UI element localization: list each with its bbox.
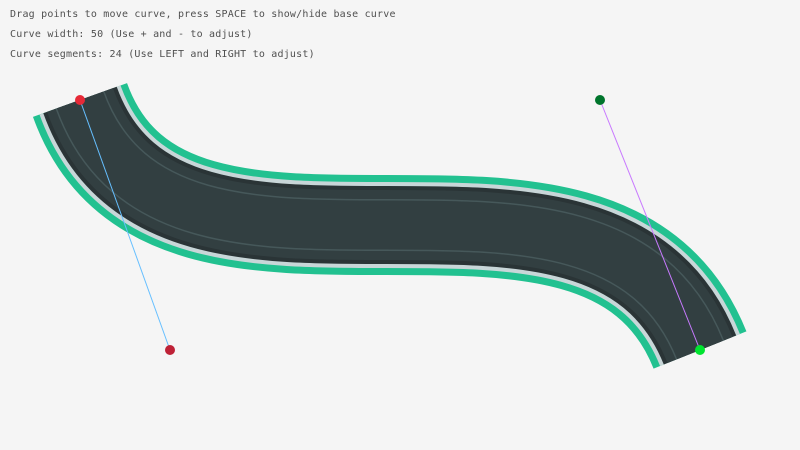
start-point-handle[interactable] bbox=[75, 95, 85, 105]
lane-center bbox=[56, 91, 723, 360]
start-tangent-line bbox=[79, 99, 171, 351]
start-tangent-handle[interactable] bbox=[165, 345, 175, 355]
end-tangent-line bbox=[599, 99, 701, 351]
instruction-curve-width: Curve width: 50 (Use + and - to adjust) bbox=[10, 29, 253, 40]
instruction-curve-segments: Curve segments: 24 (Use LEFT and RIGHT t… bbox=[10, 49, 315, 60]
instruction-drag-points: Drag points to move curve, press SPACE t… bbox=[10, 9, 396, 20]
textured-road-curve bbox=[32, 81, 747, 371]
end-point-handle[interactable] bbox=[695, 345, 705, 355]
end-tangent-handle[interactable] bbox=[595, 95, 605, 105]
